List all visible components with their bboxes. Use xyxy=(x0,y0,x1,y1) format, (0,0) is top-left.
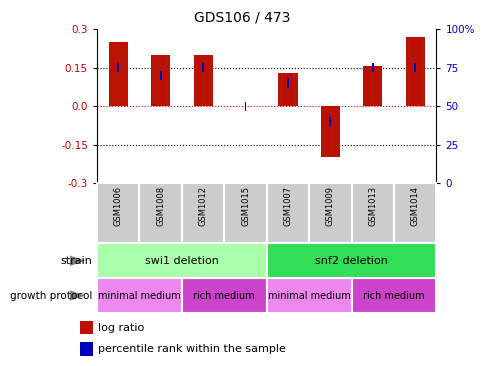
Text: percentile rank within the sample: percentile rank within the sample xyxy=(98,344,286,354)
Polygon shape xyxy=(70,255,85,266)
Bar xyxy=(80,343,92,356)
Text: snf2 deletion: snf2 deletion xyxy=(315,256,387,266)
Bar xyxy=(266,243,436,278)
Polygon shape xyxy=(70,290,85,301)
Text: log ratio: log ratio xyxy=(98,323,144,333)
Bar xyxy=(182,183,224,243)
Bar xyxy=(266,278,351,313)
Bar xyxy=(244,101,246,111)
Bar xyxy=(320,106,339,157)
Bar xyxy=(405,37,424,106)
Bar xyxy=(413,63,415,72)
Bar xyxy=(224,183,266,243)
Bar xyxy=(117,63,119,72)
Text: strain: strain xyxy=(60,256,92,266)
Text: GSM1008: GSM1008 xyxy=(156,186,165,226)
Bar xyxy=(329,117,331,126)
Bar xyxy=(108,42,127,106)
Bar xyxy=(97,183,139,243)
Text: GSM1006: GSM1006 xyxy=(113,186,122,226)
Bar xyxy=(97,243,266,278)
Text: GSM1014: GSM1014 xyxy=(410,186,419,226)
Text: GSM1009: GSM1009 xyxy=(325,186,334,226)
Bar xyxy=(266,183,308,243)
Text: minimal medium: minimal medium xyxy=(267,291,350,300)
Text: GSM1013: GSM1013 xyxy=(367,186,377,226)
Bar xyxy=(393,183,436,243)
Bar xyxy=(351,278,436,313)
Bar xyxy=(97,278,182,313)
Bar xyxy=(371,63,373,72)
Bar xyxy=(202,63,204,72)
Bar xyxy=(278,73,297,106)
Bar xyxy=(151,55,170,106)
Text: GSM1015: GSM1015 xyxy=(241,186,250,226)
Text: rich medium: rich medium xyxy=(193,291,255,300)
Bar xyxy=(193,55,212,106)
Text: rich medium: rich medium xyxy=(363,291,424,300)
Text: swi1 deletion: swi1 deletion xyxy=(145,256,218,266)
Text: minimal medium: minimal medium xyxy=(98,291,181,300)
Bar xyxy=(159,71,161,80)
Text: GSM1012: GSM1012 xyxy=(198,186,207,226)
Text: growth protocol: growth protocol xyxy=(10,291,92,300)
Bar xyxy=(139,183,182,243)
Text: GSM1007: GSM1007 xyxy=(283,186,292,226)
Bar xyxy=(287,78,288,88)
Bar xyxy=(363,66,381,106)
Bar xyxy=(351,183,393,243)
Bar xyxy=(308,183,351,243)
Bar xyxy=(80,321,92,335)
Bar xyxy=(182,278,266,313)
Text: GDS106 / 473: GDS106 / 473 xyxy=(194,11,290,25)
